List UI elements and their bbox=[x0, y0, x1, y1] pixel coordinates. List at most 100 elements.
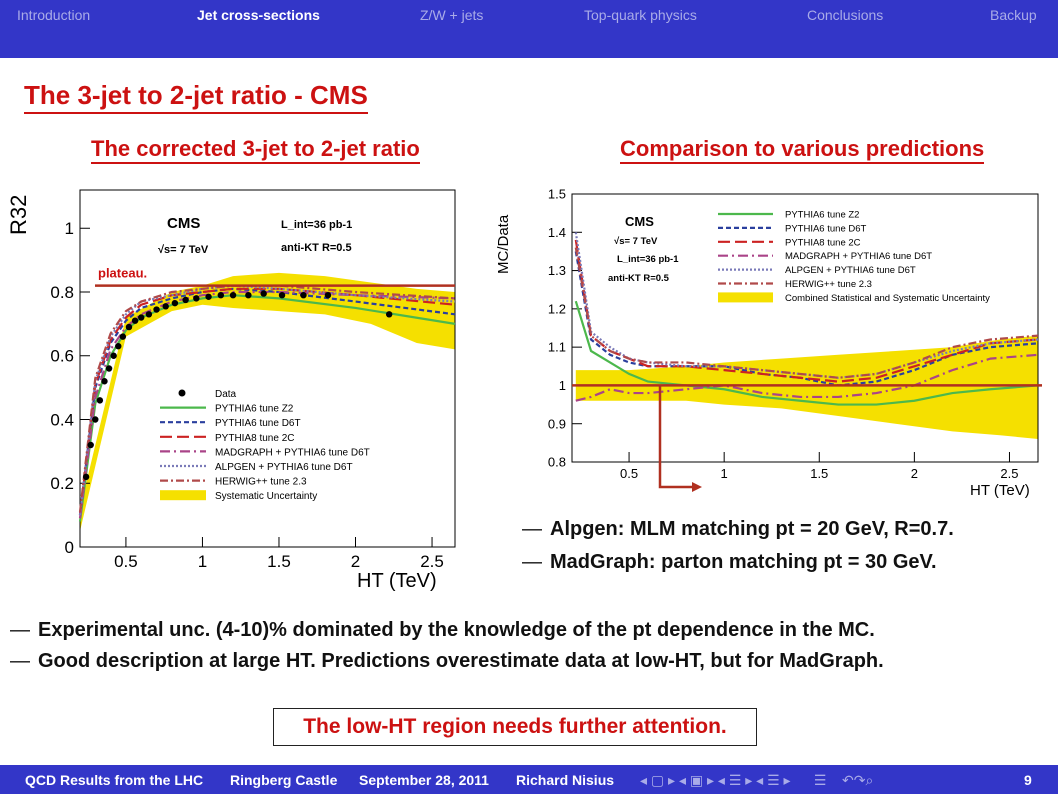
y-tick-label: 1 bbox=[559, 378, 566, 393]
uncertainty-band bbox=[575, 335, 1038, 440]
y-tick-label: 1 bbox=[65, 219, 74, 238]
legend-entry: PYTHIA8 tune 2C bbox=[785, 237, 861, 248]
series-line-5 bbox=[78, 284, 456, 516]
x-tick-label: 2 bbox=[911, 466, 918, 481]
data-point bbox=[115, 342, 122, 350]
data-point bbox=[278, 291, 286, 299]
data-point bbox=[138, 314, 145, 321]
data-point bbox=[171, 299, 179, 307]
bullet-good-description: — Good description at large HT. Predictio… bbox=[10, 650, 884, 672]
annotation-arrow bbox=[658, 385, 693, 489]
y-tick-label: 0.9 bbox=[548, 416, 566, 431]
y-tick-label: 1.1 bbox=[548, 340, 566, 355]
y-axis-label: R32 bbox=[6, 195, 31, 235]
x-tick-label: 0.5 bbox=[620, 466, 638, 481]
y-tick-label: 0.2 bbox=[50, 474, 74, 493]
energy-label: √s= 7 TeV bbox=[614, 236, 658, 247]
data-point bbox=[324, 291, 332, 299]
legend-entry: ALPGEN + PYTHIA6 tune D6T bbox=[215, 462, 353, 473]
y-tick-label: 0.8 bbox=[548, 455, 566, 470]
legend-entry: Data bbox=[215, 389, 237, 400]
y-tick-label: 1.4 bbox=[548, 225, 566, 240]
nav-item-zw-jets[interactable]: Z/W + jets bbox=[420, 7, 484, 23]
data-point bbox=[182, 296, 189, 304]
x-tick-label: 2.5 bbox=[420, 552, 444, 571]
y-tick-label: 1.5 bbox=[548, 187, 566, 202]
x-tick-label: 1.5 bbox=[810, 466, 828, 481]
footer-bar: QCD Results from the LHC Ringberg Castle… bbox=[0, 765, 1058, 794]
nav-item-backup[interactable]: Backup bbox=[990, 7, 1037, 23]
lumi-label: L_int=36 pb-1 bbox=[617, 254, 679, 265]
footer-venue: Ringberg Castle bbox=[230, 772, 338, 788]
x-axis-label: HT (TeV) bbox=[970, 482, 1030, 499]
y-axis-label: MC/Data bbox=[495, 214, 512, 274]
x-tick-label: 1.5 bbox=[267, 552, 291, 571]
r32-chart: 0.5 1 1.5 2 2.5 0 0.2 0.4 0.6 0.8 1 plateau. R32 HT (… bbox=[6, 189, 456, 592]
x-tick-label: 1 bbox=[198, 552, 207, 571]
y-tick-label: 1.2 bbox=[548, 301, 566, 316]
footer-talk-title: QCD Results from the LHC bbox=[25, 772, 204, 788]
algo-label: anti-KT R=0.5 bbox=[281, 242, 352, 254]
boxed-note: The low-HT region needs further attentio… bbox=[273, 708, 757, 746]
x-tick-label: 1 bbox=[721, 466, 728, 481]
legend-entry: Systematic Uncertainty bbox=[215, 491, 317, 502]
data-point bbox=[245, 291, 252, 299]
plot-frame bbox=[79, 189, 456, 548]
data-point bbox=[110, 352, 117, 359]
y-tick-label: 0.4 bbox=[50, 410, 74, 429]
x-axis-label: HT (TeV) bbox=[357, 570, 437, 592]
bullet-experimental-unc: — Experimental unc. (4-10)% dominated by … bbox=[10, 619, 875, 641]
bullet-alpgen: — Alpgen: MLM matching pt = 20 GeV, R=0.7… bbox=[522, 518, 954, 540]
legend-marker-data bbox=[178, 389, 186, 397]
nav-item-top-quark[interactable]: Top-quark physics bbox=[584, 7, 697, 23]
x-tick-label: 0.5 bbox=[114, 552, 138, 571]
legend-entry: PYTHIA6 tune Z2 bbox=[215, 404, 294, 415]
y-tick-label: 0.8 bbox=[50, 283, 74, 302]
legend-entry: HERWIG++ tune 2.3 bbox=[215, 477, 307, 488]
series-line-6 bbox=[574, 247, 1039, 379]
series-line-4 bbox=[575, 353, 1039, 402]
series-line-3 bbox=[574, 239, 1039, 383]
data-point bbox=[205, 293, 212, 300]
annotation-arrowhead bbox=[692, 482, 702, 492]
lumi-label: L_int=36 pb-1 bbox=[281, 219, 352, 231]
x-tick-label: 2.5 bbox=[1000, 466, 1018, 481]
mc-data-ratio-chart: 0.5 1 1.5 2 2.5 0.8 0.9 1 1.1 1.2 1.3 1.4 1.5 MC/Data… bbox=[495, 187, 1042, 499]
data-point bbox=[87, 441, 94, 449]
data-point bbox=[105, 365, 113, 372]
data-point bbox=[145, 311, 153, 318]
series-line-6 bbox=[78, 284, 456, 513]
y-tick-label: 0 bbox=[65, 538, 74, 557]
data-point bbox=[101, 378, 108, 385]
cms-label: CMS bbox=[167, 215, 200, 232]
data-point bbox=[131, 317, 139, 324]
nav-item-conclusions[interactable]: Conclusions bbox=[807, 7, 884, 23]
legend-entry: ALPGEN + PYTHIA6 tune D6T bbox=[785, 265, 916, 276]
beamer-nav-icons[interactable]: ◂ ▢ ▸ ◂ ▣ ▸ ◂ ☰ ▸ ◂ ☰ ▸ ☰ ↶↷⌕ bbox=[640, 772, 874, 788]
nav-item-jet-cross-sections[interactable]: Jet cross-sections bbox=[197, 7, 320, 23]
cms-label: CMS bbox=[625, 214, 654, 229]
nav-item-introduction[interactable]: Introduction bbox=[17, 7, 91, 23]
plateau-label: plateau. bbox=[98, 266, 147, 281]
data-point bbox=[82, 473, 90, 481]
series-line-1 bbox=[78, 294, 456, 522]
data-point bbox=[260, 290, 267, 297]
legend-marker-band bbox=[160, 490, 206, 501]
y-tick-label: 1.3 bbox=[548, 263, 566, 278]
data-point bbox=[162, 303, 169, 310]
y-tick-label: 0.6 bbox=[50, 347, 74, 366]
data-point bbox=[125, 323, 133, 331]
footer-author: Richard Nisius bbox=[516, 772, 615, 788]
legend-entry: PYTHIA8 tune 2C bbox=[215, 433, 294, 444]
footer-page-number: 9 bbox=[1024, 772, 1032, 788]
data-point bbox=[119, 333, 127, 340]
slide-title: The 3-jet to 2-jet ratio - CMS bbox=[24, 80, 368, 114]
energy-label: √s= 7 TeV bbox=[158, 244, 209, 256]
series-line-1 bbox=[574, 300, 1039, 406]
legend-entry: PYTHIA6 tune D6T bbox=[215, 418, 301, 429]
legend-marker-band bbox=[718, 292, 773, 303]
data-point bbox=[229, 291, 237, 299]
x-tick-label: 2 bbox=[351, 552, 360, 571]
data-point bbox=[92, 416, 99, 423]
plot-frame bbox=[571, 193, 1039, 463]
